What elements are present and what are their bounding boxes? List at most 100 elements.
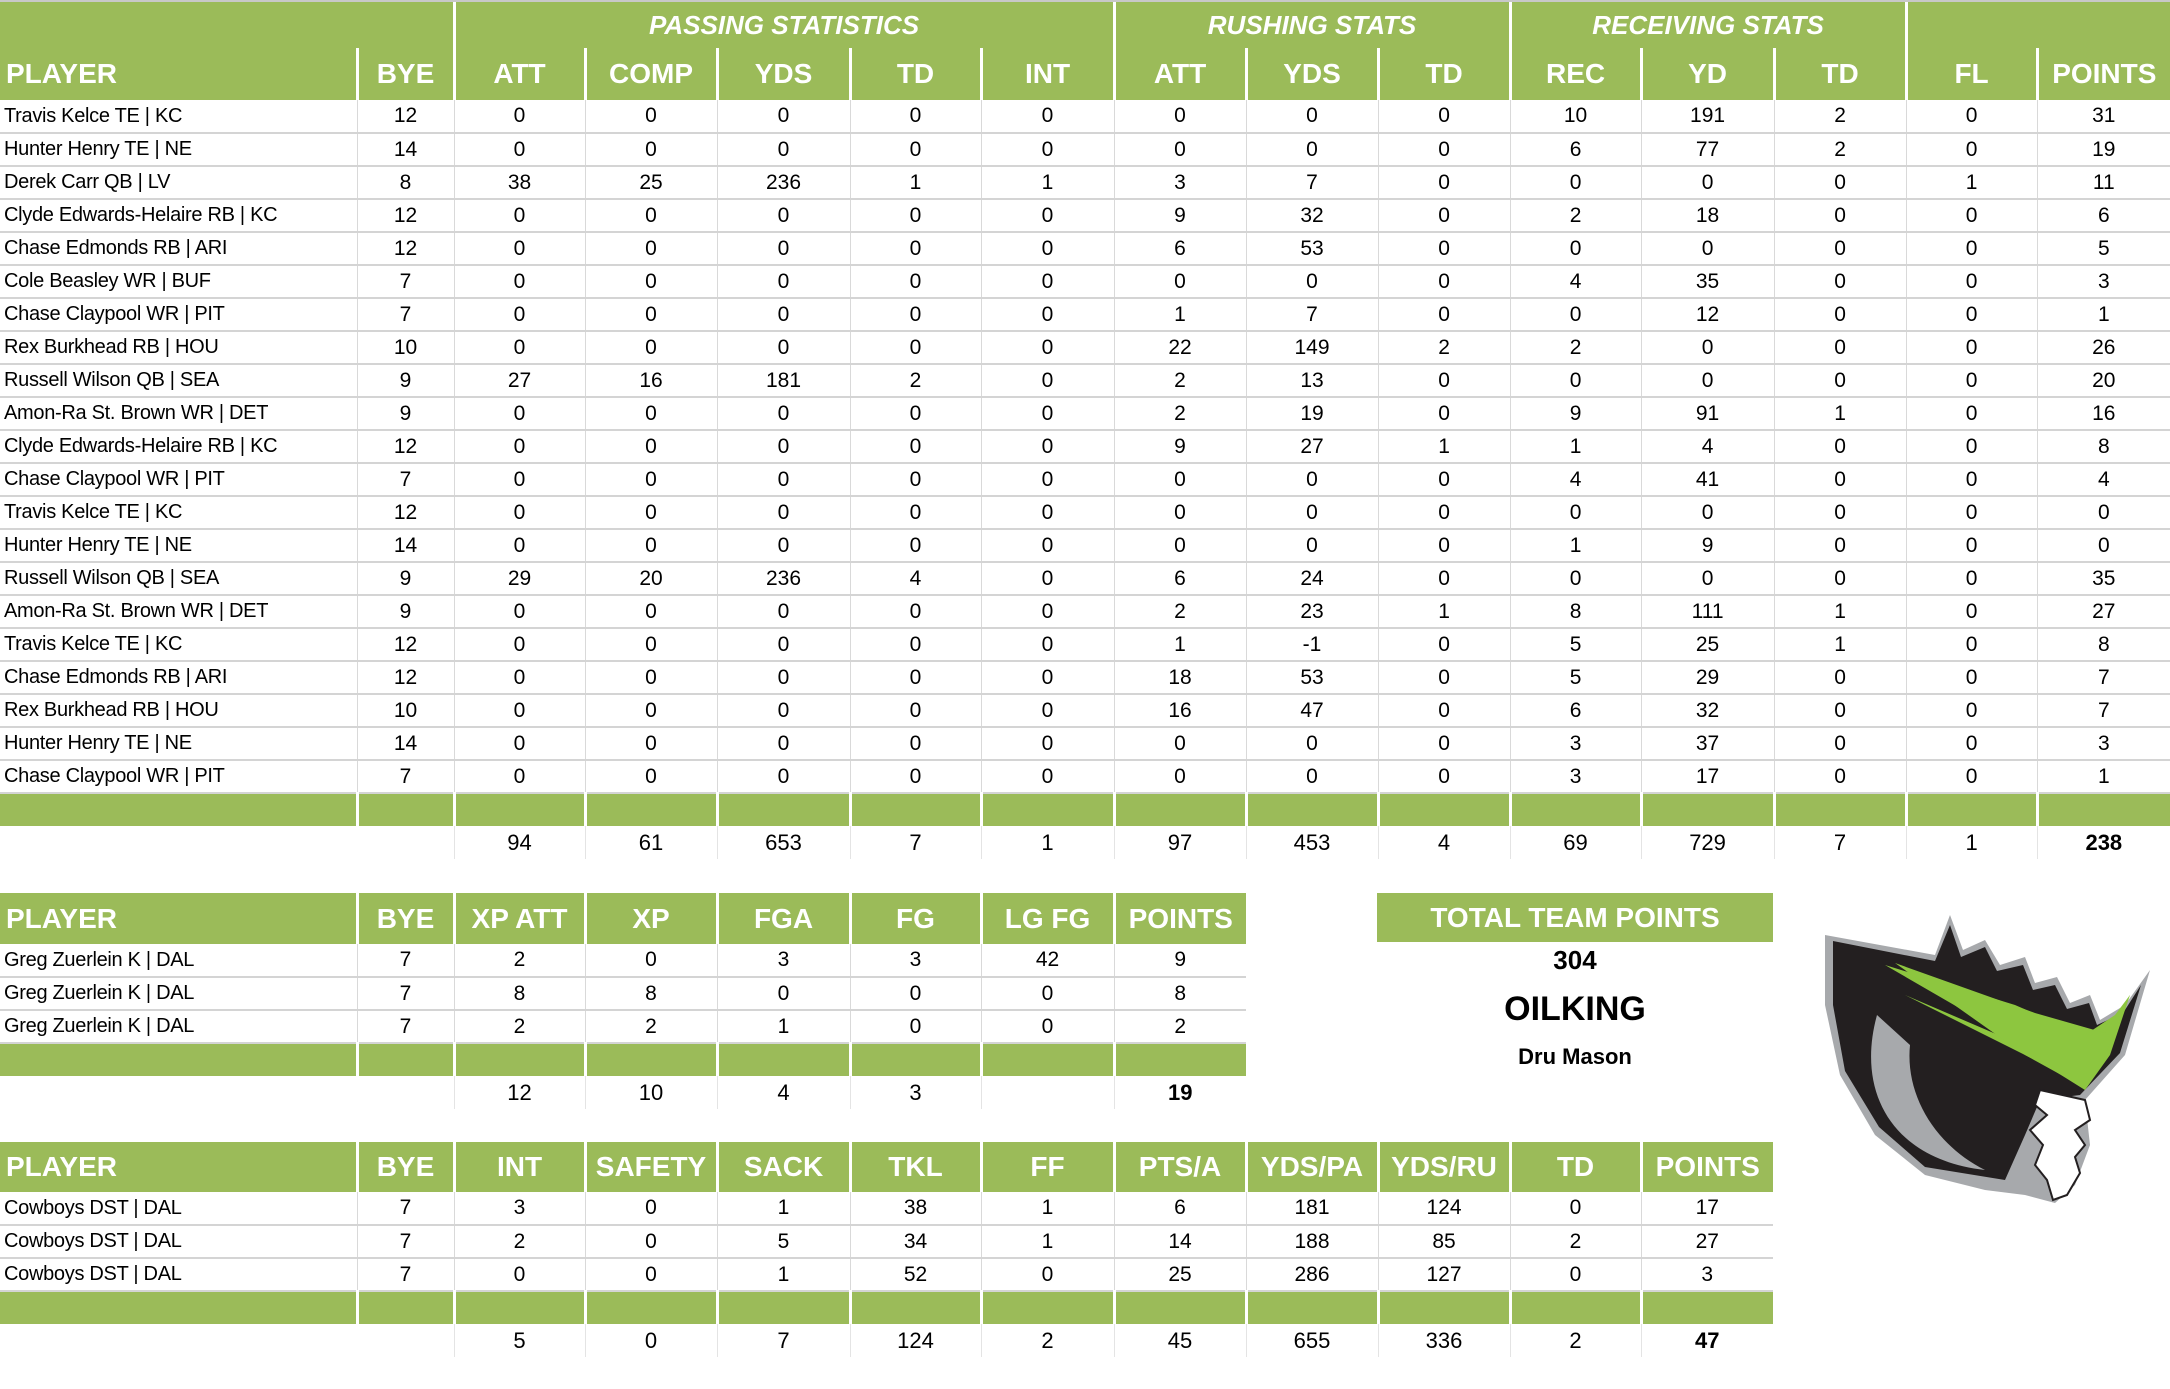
stat-cell-yds: 0 <box>1245 727 1379 761</box>
table-row: Cowboys DST | DAL 7 2 0 5 34 1 14 188 85 2 27 <box>0 1225 1773 1259</box>
kicker-stats-table: PLAYER BYE XP ATT XP FGA FG LG FG POINTS Greg Z… <box>0 893 1246 1109</box>
stat-cell-yds: 0 <box>716 694 850 728</box>
stat-cell-td: 2 <box>1377 331 1511 365</box>
stat-cell-bye: 7 <box>356 1225 454 1259</box>
stat-cell-yds-pa: 188 <box>1245 1225 1378 1259</box>
stat-cell-bye: 12 <box>356 430 454 464</box>
stat-cell-int: 0 <box>980 430 1115 464</box>
stat-cell-rec: 8 <box>1509 595 1642 629</box>
stat-cell-yds: 181 <box>716 364 850 398</box>
stat-cell-td: 0 <box>849 595 981 629</box>
group-header-blank <box>0 2 454 48</box>
player-name-cell: Russell Wilson QB | SEA <box>0 562 357 596</box>
stat-cell-td: 0 <box>1773 364 1907 398</box>
stat-cell-td: 0 <box>1773 199 1907 233</box>
stat-cell-yds: 0 <box>716 463 850 497</box>
total-yds-ru: 336 <box>1377 1324 1510 1357</box>
top-border <box>0 0 2170 2</box>
stat-cell-yds: 0 <box>716 727 850 761</box>
stat-cell-points: 7 <box>2036 661 2170 695</box>
stat-cell-points: 1 <box>2036 298 2170 332</box>
stat-cell-comp: 0 <box>584 298 717 332</box>
column-header-td: TD <box>1772 48 1907 100</box>
stat-cell-fl: 0 <box>1905 529 2038 563</box>
stat-cell-yd: 0 <box>1640 562 1775 596</box>
stat-cell-att: 0 <box>453 298 585 332</box>
stat-cell-rec: 3 <box>1509 760 1642 794</box>
stat-cell-att: 0 <box>453 463 585 497</box>
stat-cell-xp-att: 8 <box>453 977 585 1011</box>
stat-cell-xp: 8 <box>584 977 717 1011</box>
stat-cell-td: 4 <box>849 562 981 596</box>
stat-cell-fl: 0 <box>1905 397 2038 431</box>
stat-cell-fl: 0 <box>1905 595 2038 629</box>
stat-cell-td: 1 <box>1773 628 1907 662</box>
stat-cell-int: 0 <box>980 595 1115 629</box>
stat-cell-sack: 5 <box>716 1225 850 1259</box>
separator-cell <box>1639 1291 1773 1324</box>
stat-cell-td: 1 <box>1773 595 1907 629</box>
stat-cell-td: 0 <box>1509 1192 1641 1226</box>
column-header-yd: YD <box>1639 48 1775 100</box>
stat-cell-yd: 0 <box>1640 496 1775 530</box>
stat-cell-int: 0 <box>980 727 1115 761</box>
player-name-cell: Amon-Ra St. Brown WR | DET <box>0 397 357 431</box>
stat-cell-yds: 0 <box>1245 496 1379 530</box>
stat-cell-bye: 7 <box>356 760 454 794</box>
stat-cell-bye: 10 <box>356 331 454 365</box>
stat-cell-att: 9 <box>1113 430 1247 464</box>
separator-cell <box>1112 1043 1246 1076</box>
stat-cell-td: 1 <box>849 166 981 200</box>
stat-cell-comp: 0 <box>584 430 717 464</box>
stat-cell-td: 0 <box>1377 496 1511 530</box>
stat-cell-td: 0 <box>1377 265 1511 299</box>
stat-cell-comp: 0 <box>584 232 717 266</box>
stat-cell-points: 27 <box>1640 1225 1773 1259</box>
column-header-points: POINTS <box>1112 893 1246 944</box>
stat-cell-fl: 0 <box>1905 100 2038 134</box>
stat-cell-td: 2 <box>1509 1225 1641 1259</box>
stat-cell-comp: 0 <box>584 463 717 497</box>
stat-cell-pts-a: 6 <box>1113 1192 1246 1226</box>
stat-cell-yds: 19 <box>1245 397 1379 431</box>
stat-cell-int: 0 <box>980 133 1115 167</box>
stat-cell-int: 0 <box>980 100 1115 134</box>
stat-cell-td: 0 <box>1773 430 1907 464</box>
group-header-rushing: RUSHING STATS <box>1112 2 1511 48</box>
separator-cell <box>355 1291 454 1324</box>
stat-cell-yds: 236 <box>716 562 850 596</box>
table-row: Greg Zuerlein K | DAL 7 2 2 1 0 0 2 <box>0 1010 1246 1044</box>
stat-cell-bye: 12 <box>356 661 454 695</box>
stat-cell-att: 0 <box>1113 727 1247 761</box>
stat-cell-fl: 0 <box>1905 694 2038 728</box>
stat-cell-att: 0 <box>453 661 585 695</box>
stat-cell-yd: 37 <box>1640 727 1775 761</box>
separator-cell <box>583 793 717 826</box>
separator-cell <box>1508 1291 1641 1324</box>
stat-cell-comp: 0 <box>584 628 717 662</box>
stat-cell-comp: 16 <box>584 364 717 398</box>
stat-cell-sack: 1 <box>716 1258 850 1292</box>
stat-cell-yds: 0 <box>716 661 850 695</box>
stat-cell-bye: 7 <box>356 944 454 978</box>
stat-cell-rec: 0 <box>1509 364 1642 398</box>
totals-row: 12 10 4 3 19 <box>0 1076 1246 1109</box>
total-rec: 69 <box>1509 826 1642 859</box>
total-comp: 61 <box>584 826 717 859</box>
stat-cell-rec: 0 <box>1509 166 1642 200</box>
stat-cell-td: 0 <box>1773 661 1907 695</box>
stat-cell-td: 0 <box>1377 100 1511 134</box>
stat-cell-rec: 0 <box>1509 298 1642 332</box>
oilking-logo-icon <box>1825 915 2150 1203</box>
stat-cell-td: 0 <box>1509 1258 1641 1292</box>
column-header-att: ATT <box>1112 48 1247 100</box>
column-header-player: PLAYER <box>0 48 357 100</box>
stat-cell-yds: 236 <box>716 166 850 200</box>
stat-cell-comp: 0 <box>584 760 717 794</box>
stat-cell-rec: 0 <box>1509 496 1642 530</box>
stat-cell-bye: 7 <box>356 1192 454 1226</box>
stat-cell-ff: 0 <box>980 1258 1114 1292</box>
stat-cell-yd: 4 <box>1640 430 1775 464</box>
separator-cell <box>715 793 850 826</box>
stat-cell-td: 0 <box>849 529 981 563</box>
